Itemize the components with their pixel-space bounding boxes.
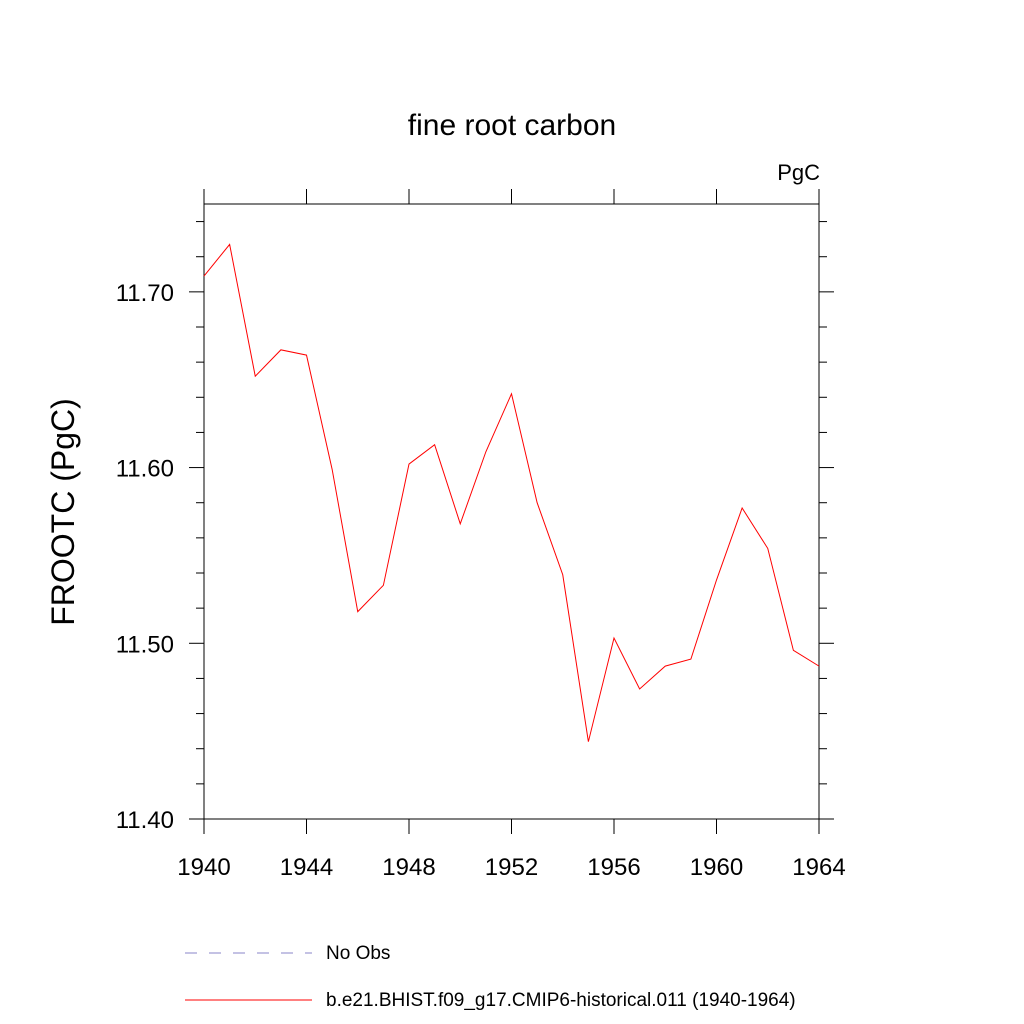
x-tick-label-1956: 1956 xyxy=(587,854,640,881)
x-tick-label-1964: 1964 xyxy=(792,854,845,881)
y-tick-label-11.50: 11.50 xyxy=(116,631,174,658)
y-axis-tick-labels: 11.40 11.50 11.60 11.70 xyxy=(116,280,174,834)
x-tick-label-1940: 1940 xyxy=(177,854,230,881)
series-layer xyxy=(203,243,820,742)
x-tick-label-1952: 1952 xyxy=(485,854,538,881)
x-tick-label-1948: 1948 xyxy=(382,854,435,881)
x-tick-label-1944: 1944 xyxy=(280,854,333,881)
x-axis-ticks xyxy=(203,189,820,834)
legend-label-historical: b.e21.BHIST.f09_g17.CMIP6-historical.011… xyxy=(326,990,796,1011)
chart-title: fine root carbon xyxy=(408,109,616,142)
legend: No Obs b.e21.BHIST.f09_g17.CMIP6-histori… xyxy=(185,943,796,1011)
y-axis-label: FROOTC (PgC) xyxy=(45,398,81,626)
x-tick-label-1960: 1960 xyxy=(690,854,743,881)
y-tick-label-11.70: 11.70 xyxy=(116,280,174,307)
x-axis-tick-labels: 1940 1944 1948 1952 1956 1960 1964 xyxy=(177,854,845,881)
plot-frame xyxy=(203,203,820,820)
y-axis-ticks xyxy=(189,221,834,820)
y-tick-label-11.40: 11.40 xyxy=(116,807,174,834)
series-line-0 xyxy=(203,243,820,742)
y-tick-label-11.60: 11.60 xyxy=(116,456,174,483)
legend-label-no-obs: No Obs xyxy=(326,943,390,964)
units-label: PgC xyxy=(777,160,820,185)
